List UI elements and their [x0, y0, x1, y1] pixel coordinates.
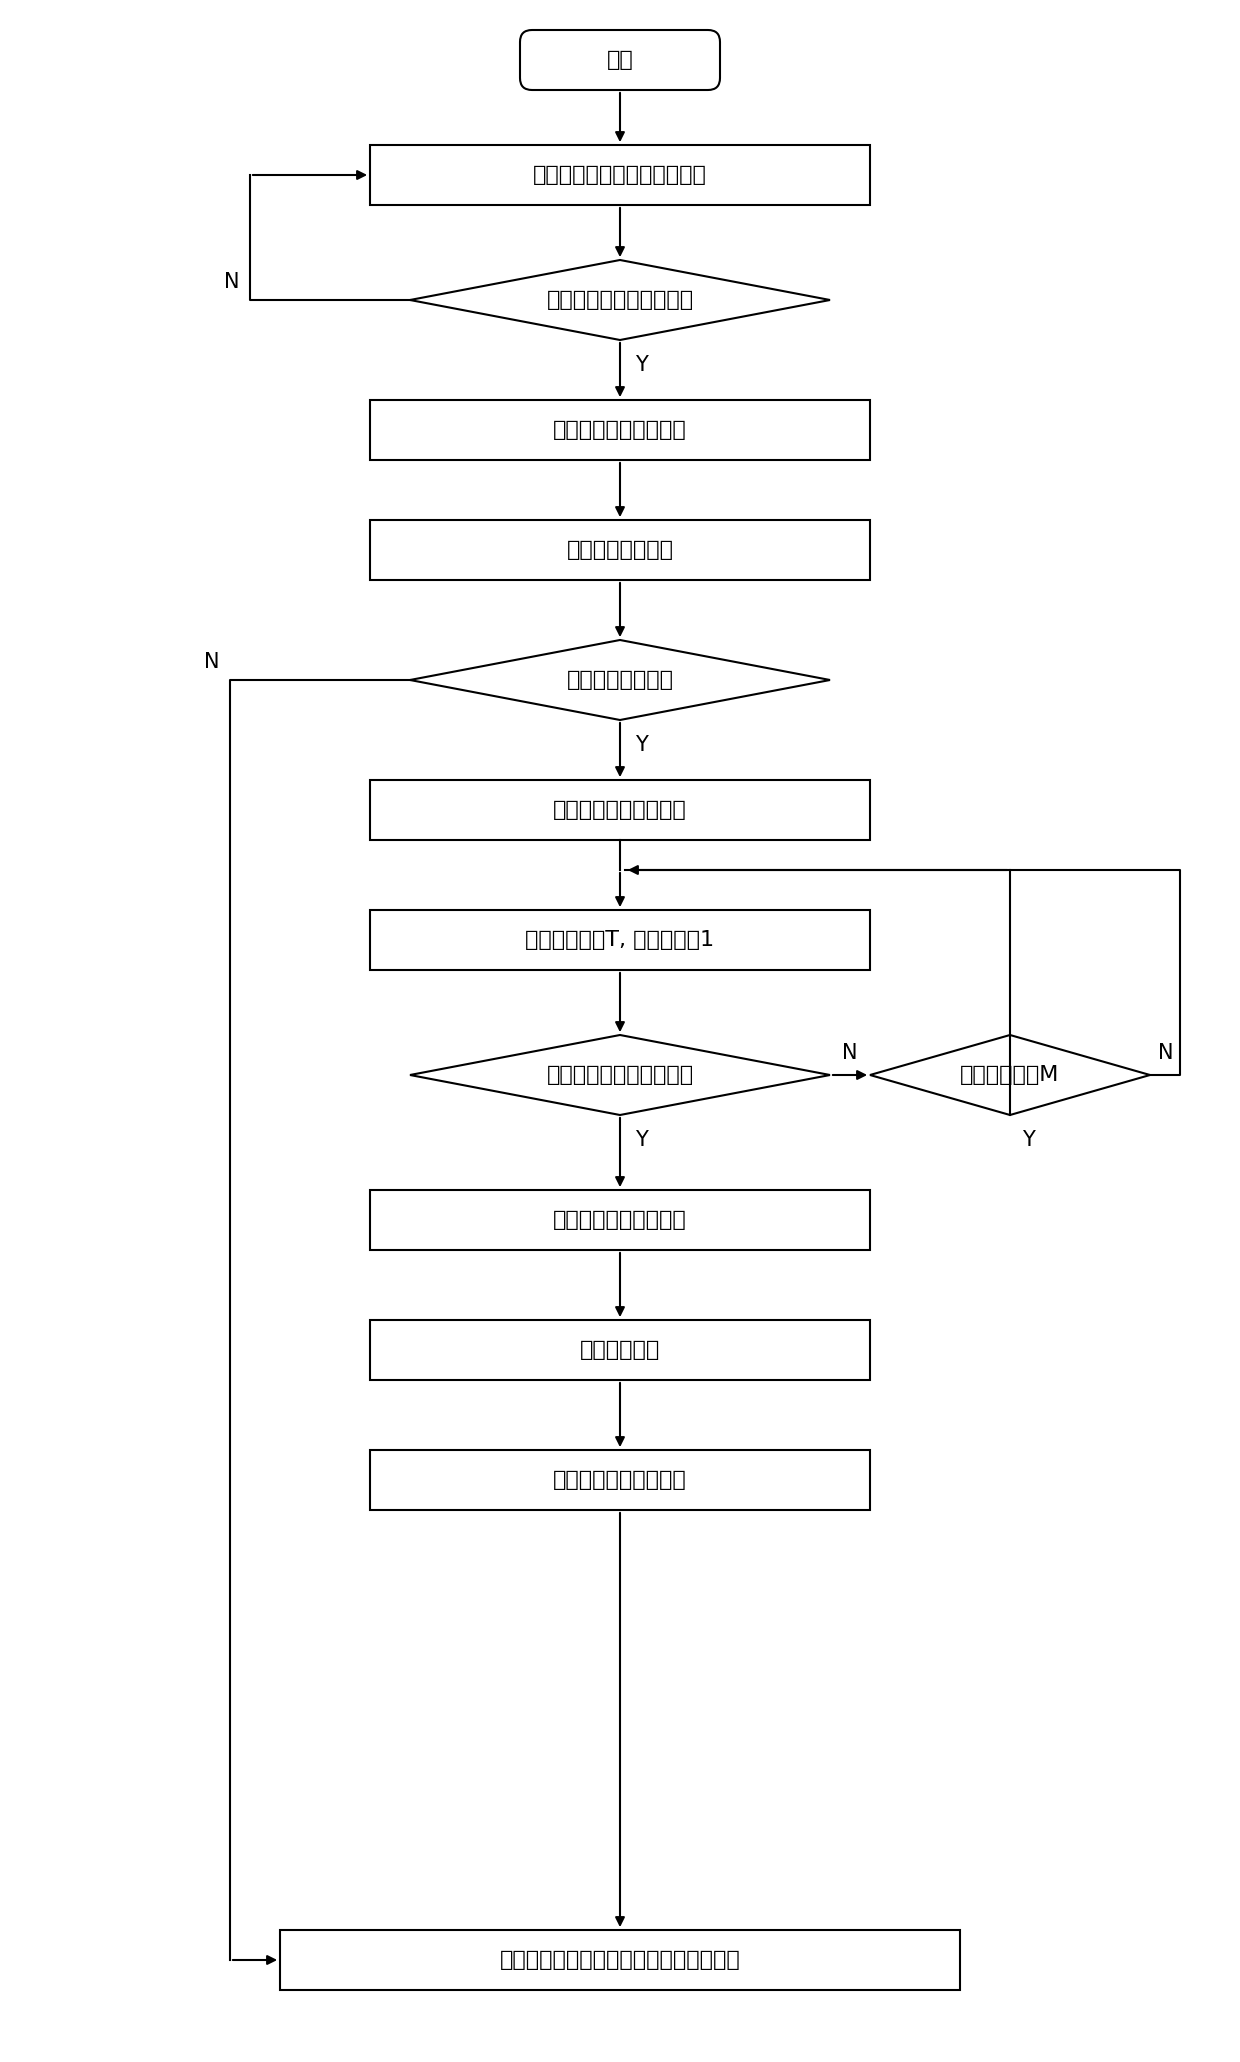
- Text: 等待次数大于M: 等待次数大于M: [960, 1064, 1060, 1085]
- Text: 接收到版本加载请求消息: 接收到版本加载请求消息: [547, 291, 693, 309]
- Bar: [370, 520, 870, 579]
- Text: 存储版本数据: 存储版本数据: [580, 1340, 660, 1361]
- Text: Y: Y: [635, 355, 647, 375]
- Bar: [370, 144, 870, 204]
- Text: Y: Y: [635, 734, 647, 755]
- Bar: [370, 909, 870, 969]
- Text: N: N: [224, 272, 241, 293]
- Bar: [280, 1930, 960, 1990]
- FancyBboxPatch shape: [520, 31, 720, 91]
- Text: 进行版本加载仲裁: 进行版本加载仲裁: [567, 540, 673, 561]
- Polygon shape: [410, 260, 830, 340]
- Text: 处理版本数据请求消息: 处理版本数据请求消息: [553, 1210, 687, 1231]
- Text: N: N: [205, 652, 219, 672]
- Polygon shape: [410, 639, 830, 720]
- Text: N: N: [1158, 1043, 1173, 1064]
- Bar: [370, 1320, 870, 1379]
- Text: 仲裁结果为加载吗: 仲裁结果为加载吗: [567, 670, 673, 691]
- Polygon shape: [410, 1035, 830, 1116]
- Bar: [370, 1190, 870, 1250]
- Text: 等待并接收版本加载请求信息: 等待并接收版本加载请求信息: [533, 165, 707, 186]
- Text: 接收到版本数据请求消息: 接收到版本数据请求消息: [547, 1064, 693, 1085]
- Text: 发送版本加载响应消息: 发送版本加载响应消息: [553, 800, 687, 821]
- Text: Y: Y: [1022, 1130, 1035, 1151]
- Text: 记录节点版本加载结果，并显示加载结果: 记录节点版本加载结果，并显示加载结果: [500, 1951, 740, 1969]
- Text: 至少等待时长T, 等待次数加1: 至少等待时长T, 等待次数加1: [526, 930, 714, 951]
- Text: 开始: 开始: [606, 49, 634, 70]
- Text: 解析版本加载请求消息: 解析版本加载请求消息: [553, 421, 687, 439]
- Text: 发送版本数据响应消息: 发送版本数据响应消息: [553, 1470, 687, 1491]
- Polygon shape: [870, 1035, 1149, 1116]
- Bar: [370, 779, 870, 839]
- Text: Y: Y: [635, 1130, 647, 1151]
- Bar: [370, 1450, 870, 1509]
- Text: N: N: [842, 1043, 858, 1064]
- Bar: [370, 400, 870, 460]
